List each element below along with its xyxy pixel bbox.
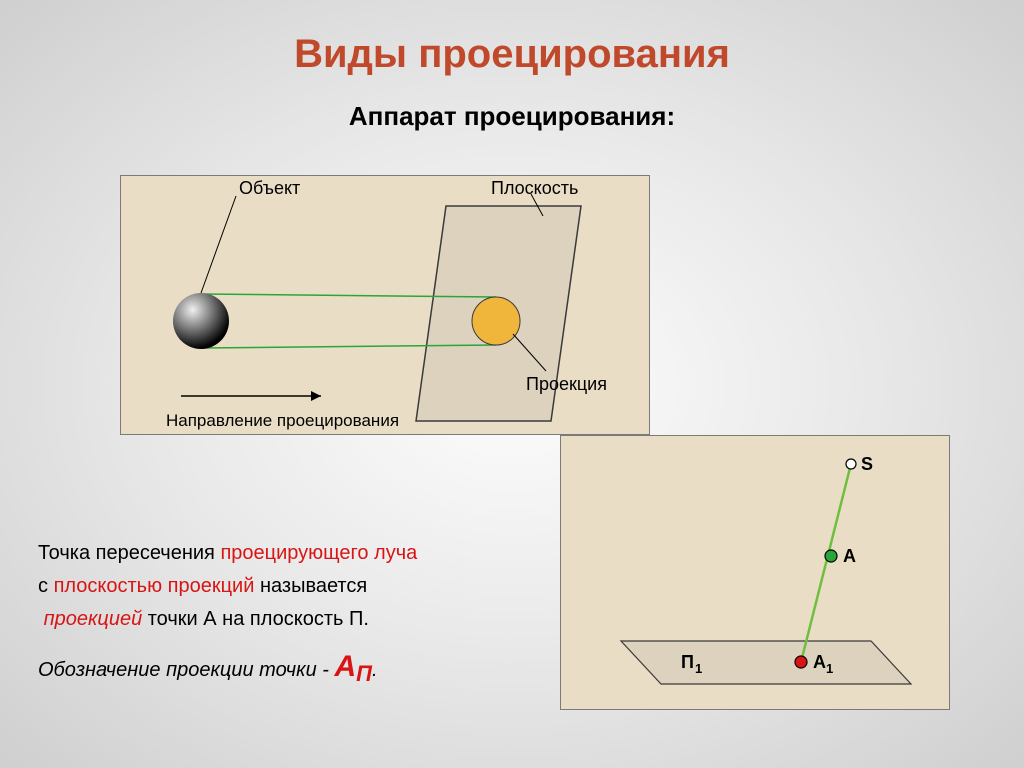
point-a1 [795, 656, 807, 668]
text-part: . [372, 659, 378, 681]
explanation-text: Точка пересечения проецирующего луча с п… [38, 540, 508, 695]
label-direction: Направление проецирования [166, 411, 399, 430]
label-object: Объект [239, 178, 300, 198]
label-a1-sub: 1 [826, 661, 833, 676]
text-part: с [38, 575, 54, 597]
text-part: называется [254, 575, 367, 597]
label-a: A [843, 546, 856, 566]
arrowhead-icon [311, 391, 321, 401]
projection-symbol-sub: П [356, 661, 372, 686]
text-part: Точка пересечения [38, 542, 220, 564]
label-a1: A [813, 652, 826, 672]
diagram-point-projection: S A A 1 П 1 [560, 435, 950, 710]
point-a [825, 550, 837, 562]
label-plane: Плоскость [491, 178, 578, 198]
page-subtitle: Аппарат проецирования: [0, 101, 1024, 132]
diagram-projection-apparatus: Объект Плоскость Проекция Направление пр… [120, 175, 650, 435]
projection-plane-p1 [621, 641, 911, 684]
diagram-2-svg: S A A 1 П 1 [561, 436, 951, 711]
diagram-1-svg: Объект Плоскость Проекция Направление пр… [121, 176, 651, 436]
leader-line [201, 196, 236, 293]
label-plane-p: П [681, 652, 694, 672]
text-part: Обозначение проекции точки - [38, 659, 334, 681]
text-red: проецирующего луча [220, 542, 417, 564]
object-sphere [173, 293, 229, 349]
point-s [846, 459, 856, 469]
label-projection: Проекция [526, 374, 607, 394]
page-title: Виды проецирования [0, 0, 1024, 77]
label-s: S [861, 454, 873, 474]
projection-symbol: А [334, 650, 356, 683]
text-part: точки А на плоскость П. [142, 608, 369, 630]
text-red-italic: проекцией [44, 608, 143, 630]
projection-circle [472, 297, 520, 345]
label-plane-p-sub: 1 [695, 661, 702, 676]
text-red: плоскостью проекций [54, 575, 255, 597]
